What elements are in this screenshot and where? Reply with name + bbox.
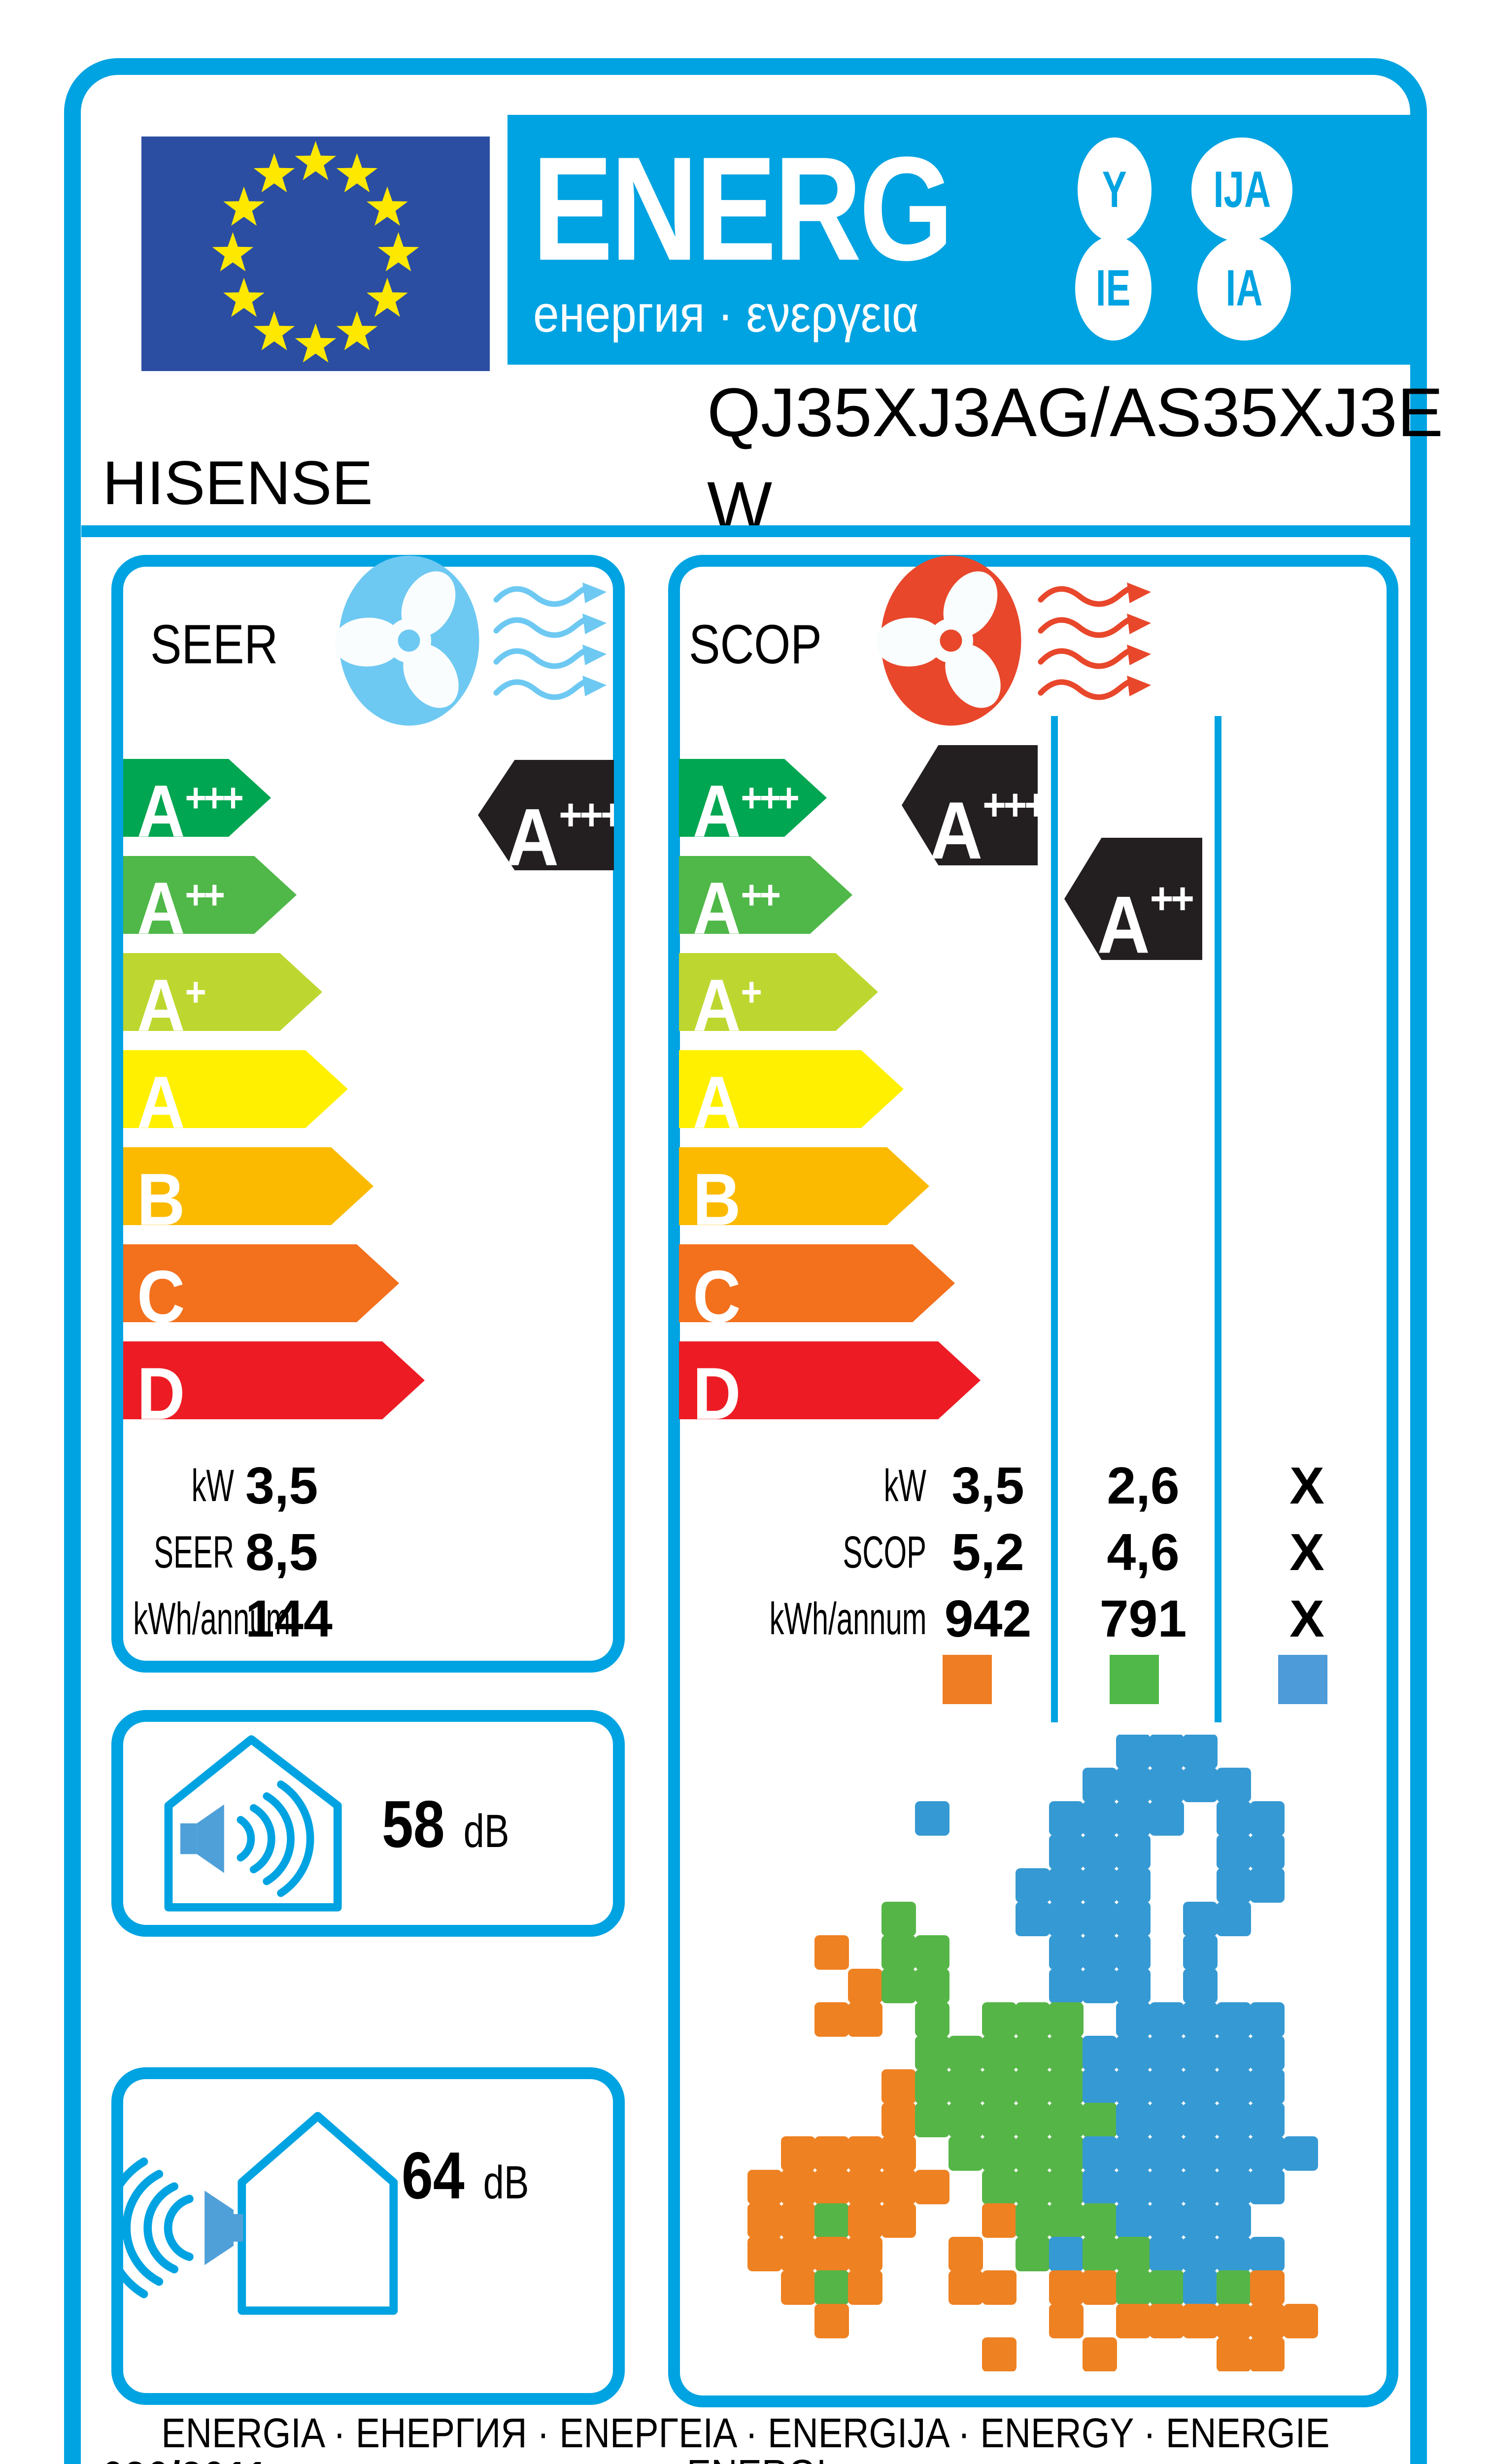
- energ-multilingual-subtext: енергия · ενεργεια: [533, 285, 919, 343]
- indoor-db-number: 58: [382, 1787, 445, 1861]
- warm-airflow-wave-icon: [1038, 582, 1152, 607]
- scop-kwh-average: 791: [1099, 1590, 1187, 1648]
- rating-plus: +++: [983, 780, 1046, 830]
- seer-kw-value: 3,5: [245, 1457, 318, 1515]
- label-border: [64, 58, 1427, 2464]
- outdoor-db-unit: dB: [483, 2156, 529, 2209]
- cool-airflow-wave-icon: [493, 676, 607, 700]
- seer-kwh-value: 144: [245, 1590, 333, 1648]
- language-suffix-badge-y: Y: [1078, 137, 1152, 242]
- scop-class-arrow-d: D: [679, 1341, 981, 1419]
- eu-flag-stars: [212, 141, 419, 363]
- class-plus: ++: [185, 872, 223, 918]
- warm-airflow-wave-icon: [1038, 614, 1152, 638]
- scop-scop-average: 4,6: [1107, 1523, 1180, 1581]
- seer-class-arrow-a+: A+: [123, 953, 322, 1031]
- warm-airflow-wave-icon: [1038, 676, 1152, 700]
- scop-scop-label: SCOP: [843, 1527, 926, 1577]
- warm-airflow-wave-icon: [1038, 645, 1152, 669]
- seer-class-arrow-a++: A++: [123, 856, 297, 934]
- regulation-number: 626/2011: [101, 2454, 324, 2464]
- scop-kwh-warmer: 942: [944, 1590, 1032, 1648]
- language-suffix-badge-ia: IA: [1197, 236, 1291, 341]
- indoor-db-unit: dB: [463, 1805, 509, 1857]
- europe-climate-map: [747, 1735, 1318, 2371]
- seer-kw-label: kW: [191, 1461, 234, 1511]
- brand-name: HISENSE: [102, 449, 373, 517]
- class-plus: ++: [741, 872, 779, 918]
- scop-scop-warmer: 5,2: [951, 1523, 1024, 1581]
- indoor-noise-icon: [164, 1735, 342, 1912]
- seer-kwh-label: kWh/annum: [133, 1594, 291, 1644]
- seer-class-arrow-d: D: [123, 1341, 425, 1419]
- outdoor-noise-value: 64 dB: [402, 2136, 535, 2236]
- cooling-fan-icon: [335, 555, 479, 726]
- cool-airflow-wave-icon: [493, 614, 607, 638]
- scop-class-arrow-b: B: [679, 1147, 929, 1225]
- climate-zone-divider-line: [1051, 716, 1058, 1722]
- badge-ija-label: IJA: [1213, 161, 1271, 218]
- energy-languages-line: ENERGIA · ЕНЕРГИЯ · ΕΝΕΡΓΕΙΑ · ENERGIJA …: [80, 2412, 1411, 2464]
- seer-seer-label: SEER: [154, 1527, 234, 1577]
- scop-kw-label: kW: [883, 1461, 926, 1511]
- rating-letter: A: [506, 791, 559, 883]
- seer-class-arrow-b: B: [123, 1147, 373, 1225]
- regulation-text: 626/2011: [101, 2454, 269, 2464]
- warmer-zone-square: [943, 1655, 992, 1704]
- colder-zone-square: [1278, 1655, 1327, 1704]
- average-zone-square: [1110, 1655, 1159, 1704]
- outdoor-noise-icon: [123, 2112, 398, 2315]
- class-plus: +++: [185, 775, 241, 821]
- energ-word: ENERG: [532, 126, 953, 291]
- scop-kw-average: 2,6: [1107, 1457, 1180, 1515]
- scop-kwh-colder: X: [1289, 1590, 1324, 1648]
- scop-kwh-label: kWh/annum: [769, 1594, 927, 1644]
- scop-scop-colder: X: [1289, 1523, 1324, 1581]
- scop-kw-warmer: 3,5: [951, 1457, 1024, 1515]
- seer-class-arrow-c: C: [123, 1244, 399, 1322]
- language-suffix-badge-ija: IJA: [1191, 137, 1292, 242]
- model-number: QJ35XJ3AG/AS35XJ3E W: [707, 366, 1443, 553]
- scop-title: SCOP: [689, 614, 822, 675]
- seer-seer-value: 8,5: [245, 1523, 318, 1581]
- seer-class-arrow-a: A: [123, 1050, 348, 1128]
- language-suffix-badge-ie: IE: [1075, 236, 1152, 341]
- scop-class-arrow-a: A: [679, 1050, 904, 1128]
- indoor-noise-value: 58 dB: [382, 1785, 515, 1884]
- badge-ie-label: IE: [1096, 260, 1131, 317]
- scop-class-arrow-c: C: [679, 1244, 955, 1322]
- eu-flag-logo: [141, 137, 490, 371]
- class-plus: +: [185, 969, 204, 1015]
- outdoor-noise-box: [111, 2067, 625, 2405]
- class-plus: +: [741, 969, 760, 1015]
- rating-plus: +++: [559, 790, 622, 840]
- rating-plus: ++: [1150, 874, 1194, 924]
- outdoor-db-number: 64: [402, 2138, 465, 2213]
- energy-languages-text: ENERGIA · ЕНЕРГИЯ · ΕΝΕΡΓΕΙΑ · ENERGIJA …: [161, 2410, 1330, 2464]
- rating-letter: A: [1097, 879, 1150, 970]
- header-separator-line: [81, 525, 1412, 537]
- scop-class-arrow-a+: A+: [679, 953, 878, 1031]
- class-plus: +++: [741, 775, 797, 821]
- scop-kw-colder: X: [1289, 1457, 1324, 1515]
- climate-zone-divider-line: [1215, 716, 1221, 1722]
- heating-fan-icon: [877, 555, 1021, 726]
- indoor-noise-box: [111, 1710, 625, 1937]
- energ-banner: ENERG енергия · ενεργεια Y IJA IE IA: [508, 115, 1410, 365]
- model-line-1: QJ35XJ3AG/AS35XJ3E: [707, 374, 1444, 451]
- badge-y-label: Y: [1102, 161, 1127, 218]
- badge-ia-label: IA: [1225, 260, 1263, 317]
- rating-letter: A: [930, 785, 983, 876]
- cool-airflow-wave-icon: [493, 582, 607, 607]
- cool-airflow-wave-icon: [493, 645, 607, 669]
- seer-title: SEER: [150, 614, 278, 675]
